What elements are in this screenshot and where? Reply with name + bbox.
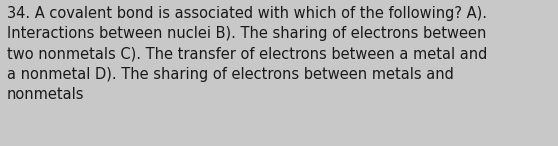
Text: 34. A covalent bond is associated with which of the following? A).
Interactions : 34. A covalent bond is associated with w… [7, 6, 487, 102]
